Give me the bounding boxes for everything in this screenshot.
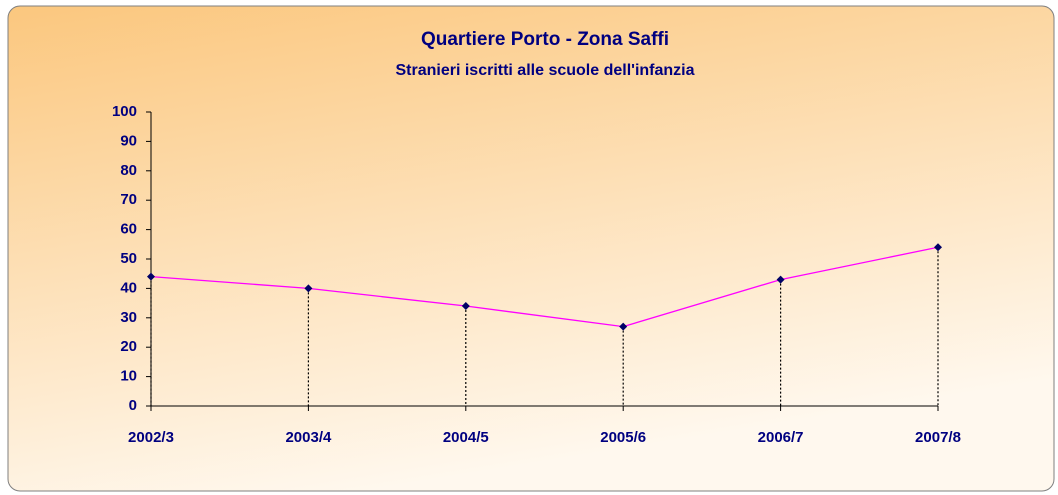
y-tick-label: 0: [129, 397, 137, 414]
x-tick-label: 2004/5: [443, 429, 489, 446]
x-tick-label: 2002/3: [128, 429, 174, 446]
data-line: [150, 246, 939, 328]
y-tick-label: 30: [120, 309, 137, 326]
chart-subtitle: Stranieri iscritti alle scuole dell'infa…: [395, 62, 694, 79]
x-tick-label: 2005/6: [600, 429, 646, 446]
y-tick-label: 70: [120, 191, 137, 208]
data-marker: [934, 243, 942, 252]
y-tick-label: 20: [120, 338, 137, 355]
y-tick-label: 40: [120, 279, 137, 296]
y-tick-label: 50: [120, 250, 137, 267]
x-tick-label: 2006/7: [758, 429, 804, 446]
y-tick-label: 80: [120, 162, 137, 179]
x-tick-label: 2007/8: [915, 429, 961, 446]
chart-background: [7, 5, 1055, 492]
chart-title: Quartiere Porto - Zona Saffi: [421, 29, 669, 50]
y-tick-label: 90: [120, 132, 137, 149]
data-marker: [304, 284, 313, 293]
y-tick-label: 60: [120, 221, 137, 238]
x-tick-label: 2003/4: [285, 429, 332, 446]
data-marker: [147, 272, 155, 281]
data-marker: [619, 322, 628, 331]
y-tick-label: 100: [112, 103, 137, 120]
data-marker: [776, 275, 785, 284]
data-marker: [461, 302, 470, 311]
y-tick-label: 10: [120, 368, 137, 385]
